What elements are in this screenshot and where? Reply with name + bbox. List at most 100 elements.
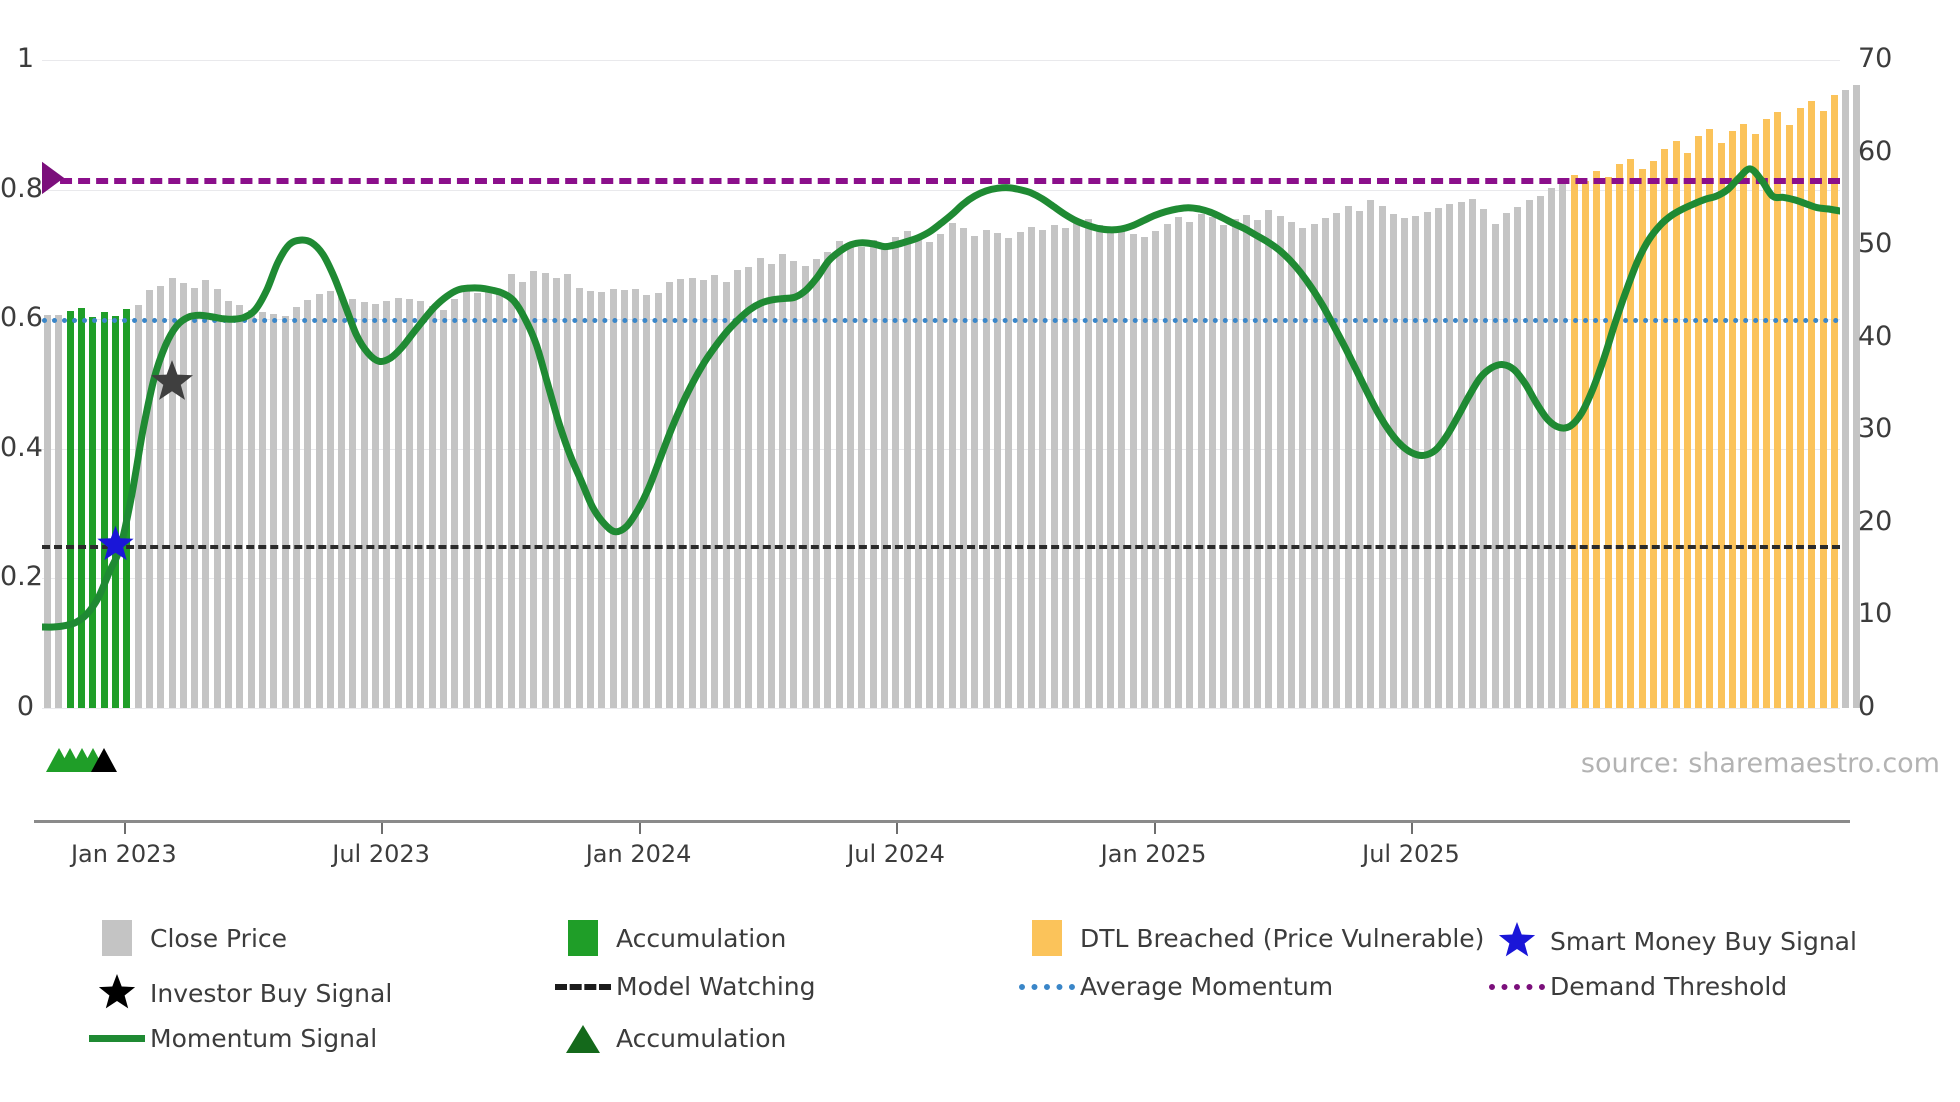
close-price-bar bbox=[485, 288, 493, 708]
close-price-bar bbox=[1152, 231, 1160, 708]
dtl-breached-bar bbox=[1593, 171, 1601, 708]
legend-item-label: Momentum Signal bbox=[150, 1024, 378, 1053]
close-price-bar bbox=[451, 298, 459, 708]
close-price-bar bbox=[575, 287, 583, 708]
dtl-breached-bar bbox=[1638, 169, 1646, 708]
legend-demand-threshold[interactable]: Demand Threshold bbox=[1484, 972, 1787, 1001]
legend-investor-buy-signal[interactable]: Investor Buy Signal bbox=[84, 972, 392, 1014]
dtl-breached-bar bbox=[1615, 163, 1623, 708]
close-price-bar bbox=[1423, 211, 1431, 708]
close-price-bar bbox=[1107, 232, 1115, 708]
legend-swatch-dot bbox=[1489, 983, 1545, 990]
close-price-bar bbox=[191, 287, 199, 708]
gridline bbox=[42, 60, 1840, 61]
x-axis-tick-mark bbox=[1410, 823, 1413, 834]
legend-item-label: Investor Buy Signal bbox=[150, 978, 393, 1008]
close-price-bar bbox=[1412, 216, 1420, 708]
close-price-bar bbox=[654, 293, 662, 708]
dtl-breached-bar bbox=[1649, 160, 1657, 708]
close-price-bar bbox=[994, 233, 1002, 708]
dtl-breached-bar bbox=[1751, 134, 1759, 708]
legend-item-label: DTL Breached (Price Vulnerable) bbox=[1080, 923, 1485, 953]
close-price-bar bbox=[1457, 201, 1465, 708]
accumulation-bar bbox=[78, 308, 86, 708]
dtl-breached-bar bbox=[1785, 124, 1793, 708]
close-price-bar bbox=[1231, 219, 1239, 708]
close-price-bar bbox=[745, 267, 753, 708]
legend-dtl-breached[interactable]: DTL Breached (Price Vulnerable) bbox=[1014, 920, 1484, 956]
close-price-bar bbox=[892, 236, 900, 708]
dtl-breached-bar bbox=[1582, 181, 1590, 708]
legend-swatch-square bbox=[102, 920, 132, 956]
star-icon bbox=[98, 974, 136, 1009]
close-price-bar bbox=[1310, 223, 1318, 708]
x-axis-tick-label: Jan 2023 bbox=[70, 840, 177, 868]
close-price-bar bbox=[1118, 228, 1126, 708]
legend-item-label: Demand Threshold bbox=[1550, 972, 1788, 1001]
legend-average-momentum[interactable]: Average Momentum bbox=[1014, 972, 1333, 1001]
dtl-breached-bar bbox=[1740, 123, 1748, 708]
close-price-bar bbox=[1163, 223, 1171, 708]
legend-swatch-square-wrap bbox=[1014, 920, 1080, 956]
close-price-bar bbox=[801, 265, 809, 708]
close-price-bar bbox=[813, 259, 821, 708]
close-price-bar bbox=[1288, 222, 1296, 708]
source-note: source: sharemaestro.com bbox=[1580, 748, 1940, 779]
x-axis-tick-label: Jul 2023 bbox=[332, 840, 430, 868]
close-price-bar bbox=[598, 292, 606, 708]
dtl-breached-bar bbox=[1808, 100, 1816, 708]
y-axis-right-tick-label: 70 bbox=[1858, 43, 1893, 74]
close-price-bar bbox=[1367, 199, 1375, 708]
close-price-bar bbox=[609, 288, 617, 708]
legend-model-watching[interactable]: Model Watching bbox=[550, 972, 816, 1001]
close-price-bar bbox=[326, 291, 334, 708]
legend-swatch-line bbox=[89, 1035, 145, 1042]
close-price-bar bbox=[1039, 230, 1047, 708]
legend-accumulation-bar[interactable]: Accumulation bbox=[550, 920, 786, 956]
average-momentum-line bbox=[42, 317, 1840, 323]
legend-accumulation-marker[interactable]: Accumulation bbox=[550, 1024, 786, 1053]
close-price-bar bbox=[1355, 210, 1363, 708]
close-price-bar bbox=[145, 289, 153, 708]
close-price-bar bbox=[914, 235, 922, 708]
dtl-breached-bar bbox=[1796, 108, 1804, 708]
close-price-bar bbox=[338, 295, 346, 708]
dtl-breached-bar bbox=[1774, 111, 1782, 708]
close-price-bar bbox=[982, 230, 990, 708]
close-price-bar bbox=[473, 293, 481, 708]
close-price-bar bbox=[733, 270, 741, 708]
close-price-bar bbox=[1548, 187, 1556, 708]
legend-close-price[interactable]: Close Price bbox=[84, 920, 287, 956]
close-price-bar bbox=[948, 222, 956, 708]
close-price-bar bbox=[1220, 224, 1228, 708]
dtl-breached-bar bbox=[1819, 110, 1827, 708]
legend-row: Close Price Accumulation DTL Breached (Pri… bbox=[84, 920, 1884, 964]
close-price-bar bbox=[55, 314, 63, 708]
close-price-bar bbox=[530, 271, 538, 708]
close-price-bar bbox=[1321, 218, 1329, 708]
x-axis-tick-mark bbox=[896, 823, 899, 834]
close-price-bar bbox=[1853, 85, 1861, 708]
y-axis-right-tick-label: 60 bbox=[1858, 135, 1893, 167]
close-price-bar bbox=[44, 314, 52, 708]
close-price-bar bbox=[1242, 214, 1250, 708]
legend-swatch-dash bbox=[555, 983, 611, 990]
close-price-bar bbox=[428, 306, 436, 708]
close-price-bar bbox=[1468, 198, 1476, 708]
legend-item-label: Close Price bbox=[150, 923, 288, 953]
close-price-bar bbox=[1525, 199, 1533, 708]
y-axis-right-tick-label: 10 bbox=[1858, 598, 1893, 630]
close-price-bar bbox=[847, 243, 855, 708]
close-price-bar bbox=[711, 274, 719, 708]
close-price-bar bbox=[281, 315, 289, 708]
close-price-bar bbox=[1197, 213, 1205, 708]
close-price-bar bbox=[496, 291, 504, 708]
legend-smart-money-buy-signal[interactable]: Smart Money Buy Signal bbox=[1484, 920, 1857, 962]
legend-swatch-line-wrap bbox=[84, 1035, 150, 1042]
close-price-bar bbox=[1141, 236, 1149, 708]
legend-item-label: Average Momentum bbox=[1080, 972, 1334, 1001]
legend-momentum-signal[interactable]: Momentum Signal bbox=[84, 1024, 377, 1053]
close-price-bar bbox=[247, 309, 255, 708]
close-price-bar bbox=[553, 278, 561, 708]
close-price-bar bbox=[1378, 206, 1386, 708]
